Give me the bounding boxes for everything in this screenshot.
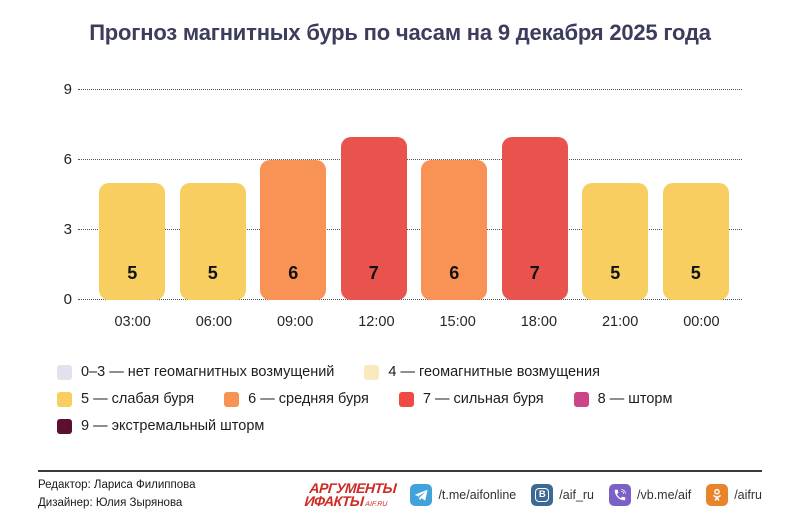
gridline: 3 (64, 221, 742, 238)
bar-slot: 5 (173, 90, 253, 300)
x-tick-label: 15:00 (439, 314, 476, 330)
legend-label: 8 — шторм (597, 391, 673, 407)
footer-divider (38, 470, 762, 472)
legend-label: 4 — геомагнитные возмущения (388, 364, 600, 380)
bar-value-label: 6 (288, 263, 299, 283)
plot-area: 9 6 3 0 5 5 6 7 6 7 5 5 (64, 81, 742, 308)
social-links: /t.me/aifonline B/aif_ru/vb.me/aif/aifru (410, 483, 762, 506)
legend-row: 9 — экстремальный шторм (57, 418, 672, 434)
bar-value-label: 7 (368, 263, 379, 283)
aif-logo-suffix: AIF.RU (364, 500, 388, 508)
bar-18:00: 7 (501, 136, 568, 300)
bar-21:00: 5 (582, 183, 649, 300)
x-tick-label: 06:00 (195, 314, 233, 330)
bar-slot: 5 (575, 90, 655, 300)
credit-designer: Дизайнер: Юлия Зырянова (38, 496, 183, 509)
y-tick-label: 9 (63, 81, 72, 98)
bar-03:00: 5 (99, 183, 166, 300)
x-tick-label: 03:00 (114, 314, 151, 330)
social-handle: /aifru (734, 487, 762, 502)
legend-item: 8 — шторм (573, 391, 673, 407)
bar-slot: 7 (334, 90, 414, 300)
y-tick-label: 0 (63, 291, 72, 308)
vk-icon: B (531, 483, 554, 506)
x-tick-label: 00:00 (683, 314, 720, 330)
y-tick-label: 3 (63, 221, 72, 238)
social-handle: /vb.me/aif (637, 487, 692, 502)
bar-value-label: 5 (690, 263, 701, 283)
credits: Редактор: Лариса Филиппова Дизайнер: Юли… (38, 477, 196, 513)
credit-editor: Редактор: Лариса Филиппова (38, 479, 196, 491)
bar-15:00: 6 (421, 160, 488, 300)
legend-item: 0–3 — нет геомагнитных возмущений (57, 364, 334, 380)
x-tick-label: 09:00 (276, 314, 314, 330)
legend-item: 6 — средняя буря (224, 391, 369, 407)
bar-slot: 6 (253, 90, 333, 300)
gridline: 9 (64, 81, 742, 98)
bar-slot: 7 (495, 90, 575, 300)
footer-right: АРГУМЕНТЫ ИФАКТЫ AIF.RU /t.me/aifonline B… (304, 480, 762, 509)
page-title: Прогноз магнитных бурь по часам на 9 дек… (89, 20, 711, 45)
legend-swatch-icon (398, 391, 414, 407)
y-tick-label: 6 (63, 151, 72, 168)
bar-09:00: 6 (260, 160, 327, 300)
aif-logo-line2: ИФАКТЫ (303, 492, 364, 509)
bar-06:00: 5 (179, 183, 246, 300)
ok-icon (706, 483, 729, 506)
legend-swatch-icon (57, 391, 72, 407)
legend-row: 5 — слабая буря 6 — средняя буря 7 — сильн… (57, 391, 672, 407)
legend-swatch-icon (57, 364, 72, 380)
x-tick-label: 21:00 (601, 314, 639, 330)
x-tick-label: 18:00 (520, 314, 558, 330)
legend-swatch-icon (57, 418, 72, 434)
gridline: 0 (64, 291, 742, 308)
footer: Редактор: Лариса Филиппова Дизайнер: Юли… (38, 477, 762, 513)
social-link-telegram[interactable]: /t.me/aifonline (410, 483, 517, 506)
telegram-icon (410, 483, 433, 506)
legend-item: 7 — сильная буря (398, 391, 544, 407)
x-tick-label: 12:00 (358, 314, 395, 330)
legend-swatch-icon (224, 391, 240, 407)
legend-item: 4 — геомагнитные возмущения (364, 364, 600, 380)
viber-icon (609, 483, 632, 506)
legend-label: 9 — экстремальный шторм (81, 418, 265, 434)
bar-slot: 6 (414, 90, 494, 300)
legend-label: 5 — слабая буря (81, 391, 195, 407)
bar-00:00: 5 (662, 183, 729, 300)
legend-swatch-icon (573, 391, 589, 407)
legend-item: 5 — слабая буря (57, 391, 194, 407)
bar-value-label: 5 (207, 263, 218, 283)
legend-label: 7 — сильная буря (422, 391, 544, 407)
legend-label: 6 — средняя буря (248, 391, 369, 407)
legend-swatch-icon (364, 364, 380, 380)
x-axis: 03:00 06:00 09:00 12:00 15:00 18:00 21:00 00:00 (92, 314, 742, 330)
legend: 0–3 — нет геомагнитных возмущений 4 — гео… (57, 364, 672, 434)
social-link-ok[interactable]: /aifru (706, 483, 762, 506)
legend-label: 0–3 — нет геомагнитных возмущений (81, 364, 335, 380)
social-handle: /aif_ru (559, 487, 595, 502)
gridline: 6 (64, 151, 742, 168)
bar-value-label: 5 (610, 263, 621, 283)
social-handle: /t.me/aifonline (438, 487, 517, 502)
bar-value-label: 5 (127, 263, 138, 283)
bar-group: 5 5 6 7 6 7 5 5 (92, 90, 736, 300)
social-link-vk[interactable]: B/aif_ru (531, 483, 595, 506)
social-link-viber[interactable]: /vb.me/aif (609, 483, 692, 506)
bar-value-label: 6 (449, 263, 460, 283)
bar-slot: 5 (92, 90, 172, 300)
legend-row: 0–3 — нет геомагнитных возмущений 4 — гео… (57, 364, 672, 380)
legend-item: 9 — экстремальный шторм (57, 418, 264, 434)
bar-value-label: 7 (529, 263, 540, 283)
aif-logo: АРГУМЕНТЫ ИФАКТЫ AIF.RU (304, 480, 397, 509)
bar-12:00: 7 (340, 136, 407, 300)
bar-slot: 5 (656, 90, 736, 300)
